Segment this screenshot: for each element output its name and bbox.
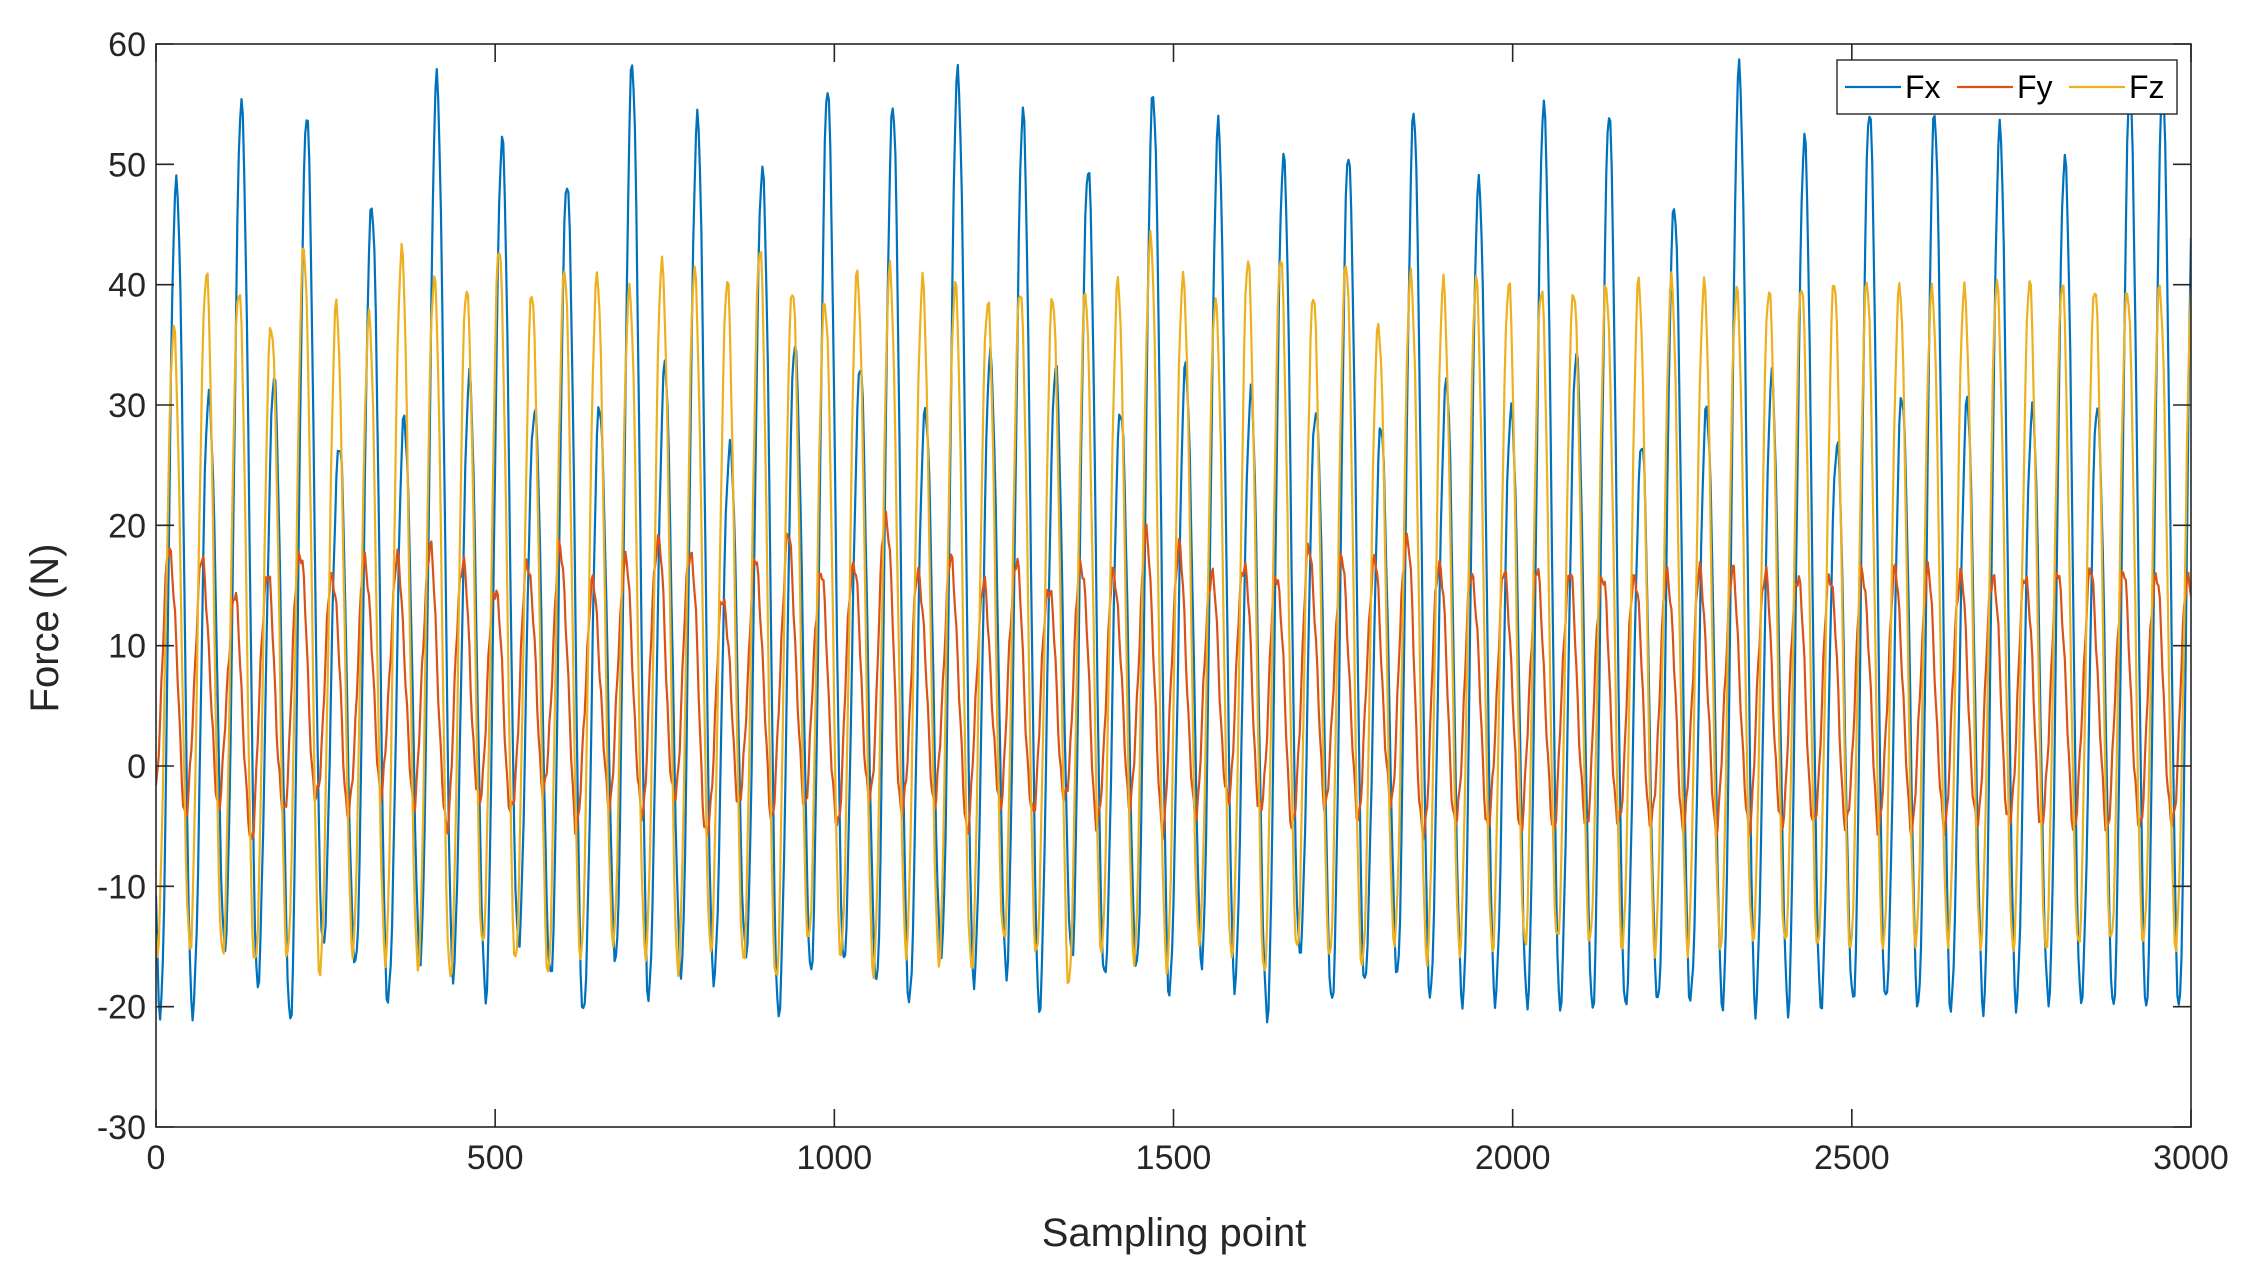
series-line-fz xyxy=(156,230,2191,985)
x-tick-label: 3000 xyxy=(2153,1139,2229,1177)
x-tick-label: 1500 xyxy=(1136,1139,1212,1177)
series-layer xyxy=(156,58,2191,1024)
x-tick-label: 500 xyxy=(467,1139,524,1177)
ticks-layer: 0 500 1000 1500 2000 2500 3000 -30 -20 -10 0 10 20 30… xyxy=(97,26,2229,1177)
legend-label-fz: Fz xyxy=(2129,69,2165,105)
y-tick-label: -20 xyxy=(97,989,146,1027)
x-axis-label: Sampling point xyxy=(1042,1211,1307,1255)
y-tick-label: 50 xyxy=(108,146,146,184)
x-tick-label: 0 xyxy=(147,1139,166,1177)
legend-label-fy: Fy xyxy=(2017,69,2053,105)
y-tick-label: 60 xyxy=(108,26,146,64)
y-tick-label: 10 xyxy=(108,628,146,666)
y-tick-label: -30 xyxy=(97,1109,146,1147)
legend-label-fx: Fx xyxy=(1905,69,1941,105)
y-tick-label: 0 xyxy=(127,748,146,786)
series-line-fx xyxy=(156,58,2191,1024)
y-tick-label: 20 xyxy=(108,507,146,545)
legend: Fx Fy Fz xyxy=(1836,59,2178,115)
y-tick-label: 30 xyxy=(108,387,146,425)
y-tick-label: -10 xyxy=(97,868,146,906)
x-tick-label: 1000 xyxy=(797,1139,873,1177)
y-tick-label: 40 xyxy=(108,267,146,305)
x-tick-label: 2000 xyxy=(1475,1139,1551,1177)
series-line-fy xyxy=(156,510,2191,841)
y-axis-label: Force (N) xyxy=(23,544,67,713)
x-tick-label: 2500 xyxy=(1814,1139,1890,1177)
